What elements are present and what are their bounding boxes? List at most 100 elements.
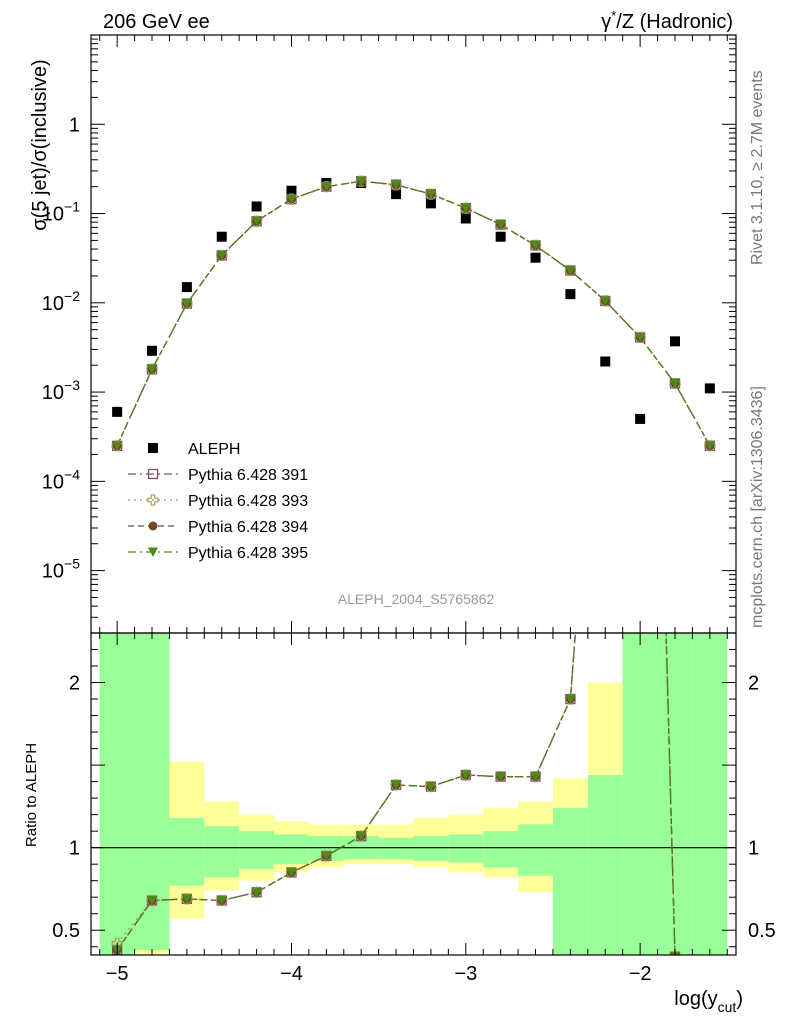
x-tick-label: −4	[280, 963, 303, 985]
stat-uncertainty-band	[518, 824, 553, 876]
x-tick-label: −5	[106, 963, 129, 985]
ratio-point-series-3	[251, 887, 262, 898]
series-line-4	[116, 180, 711, 447]
data-point-series-0	[112, 406, 123, 417]
legend-marker	[147, 468, 159, 480]
main-plot-layer	[111, 175, 716, 452]
data-point-series-0	[530, 252, 541, 263]
ratio-point-series-3	[356, 831, 367, 842]
stat-uncertainty-band	[239, 831, 275, 870]
header-right-label: γ*/Z (Hadronic)	[601, 8, 733, 33]
data-point-series-0	[669, 336, 680, 347]
data-point-series-4	[286, 194, 297, 205]
legend-marker	[148, 443, 158, 453]
data-point-series-4	[565, 266, 576, 276]
stat-uncertainty-band	[692, 633, 728, 955]
ratio-point-series-3	[460, 770, 471, 781]
stat-uncertainty-band	[657, 633, 693, 955]
series-line-2	[116, 180, 711, 447]
stat-uncertainty-band	[587, 775, 623, 955]
data-point-series-0	[147, 345, 158, 356]
analysis-watermark: ALEPH_2004_S5765862	[338, 591, 495, 607]
stat-uncertainty-band	[622, 633, 658, 955]
ratio-line-3	[116, 633, 676, 955]
stat-uncertainty-band	[274, 834, 309, 865]
data-point-series-4	[600, 296, 611, 306]
legend-label: ALEPH	[188, 441, 240, 458]
legend-label: Pythia 6.428 393	[188, 493, 308, 510]
y-tick-label: 10−1	[42, 199, 80, 226]
data-point-series-4	[251, 216, 262, 227]
ratio-y-tick-label-right: 0.5	[748, 920, 776, 942]
data-point-series-0	[251, 201, 262, 212]
ratio-y-tick-label-right: 2	[748, 673, 759, 695]
data-point-series-4	[112, 441, 123, 451]
data-point-series-4	[321, 182, 332, 192]
series-line-3	[116, 180, 711, 447]
data-point-series-4	[495, 220, 506, 230]
data-point-series-0	[495, 231, 506, 242]
data-point-series-0	[600, 356, 611, 367]
data-point-series-0	[181, 282, 192, 293]
data-point-series-0	[635, 413, 646, 424]
legend-label: Pythia 6.428 395	[188, 545, 308, 562]
y-tick-label: 10−2	[42, 288, 80, 315]
data-point-series-0	[460, 213, 471, 224]
ratio-y-tick-label-left: 1	[69, 838, 80, 860]
stat-uncertainty-band	[413, 836, 449, 861]
ratio-y-tick-label-right: 1	[748, 838, 759, 860]
ratio-point-series-3	[391, 780, 402, 790]
data-point-series-0	[565, 289, 576, 300]
series-line-1	[116, 180, 711, 447]
stat-uncertainty-band	[483, 831, 519, 868]
data-point-series-4	[460, 203, 471, 214]
ratio-point-series-3	[321, 851, 332, 861]
legend-marker	[148, 547, 158, 557]
ratio-point-series-3	[286, 867, 297, 878]
data-point-series-4	[356, 176, 367, 187]
data-point-series-0	[286, 185, 297, 196]
y-tick-label: 10−5	[42, 556, 80, 583]
legend-marker	[148, 521, 158, 531]
ratio-point-series-3	[181, 894, 192, 904]
x-tick-label: −2	[629, 963, 652, 985]
legend-label: Pythia 6.428 394	[188, 519, 308, 536]
ratio-point-series-3	[495, 772, 506, 782]
ratio-y-tick-label-left: 2	[69, 673, 80, 695]
axes-layer: −5 −4 −3 −2 1 10−1 10−2 10−3 10−4 10−5 0.5 0.5 1 1 2 2	[42, 34, 776, 985]
x-axis-label: log(ycut)	[674, 988, 743, 1015]
ratio-point-series-3	[565, 694, 576, 705]
y-tick-label: 10−3	[42, 377, 80, 404]
data-point-series-4	[181, 299, 192, 309]
ratio-y-tick-label-left: 0.5	[52, 920, 80, 942]
stat-uncertainty-band	[204, 826, 240, 878]
data-point-series-4	[704, 441, 715, 451]
y-tick-label: 10−4	[42, 466, 80, 493]
data-point-series-4	[669, 378, 680, 389]
stat-uncertainty-band	[448, 834, 484, 863]
ratio-y-axis-label: Ratio to ALEPH	[23, 743, 40, 847]
legend: ALEPH Pythia 6.428 391 Pythia 6.428 393 Pyt…	[128, 441, 308, 562]
ratio-uncertainty-bands	[99, 633, 728, 955]
ratio-point-series-3	[530, 772, 541, 782]
x-tick-label: −3	[454, 963, 477, 985]
y-tick-label: 1	[69, 114, 80, 136]
data-point-series-4	[530, 240, 541, 251]
data-point-series-0	[704, 383, 715, 394]
data-point-series-4	[391, 180, 402, 190]
data-point-series-4	[216, 250, 227, 261]
stat-uncertainty-band	[169, 817, 205, 886]
ratio-plot-layer	[91, 633, 736, 955]
legend-marker	[147, 494, 159, 506]
data-point-series-4	[425, 189, 436, 200]
rivet-version-label: Rivet 3.1.10, ≥ 2.7M events	[749, 70, 766, 265]
data-point-series-0	[216, 231, 227, 242]
stat-uncertainty-band	[552, 808, 588, 955]
ratio-point-series-3	[216, 896, 227, 906]
header-left-label: 206 GeV ee	[103, 11, 210, 33]
ratio-point-series-3	[425, 782, 436, 792]
legend-label: Pythia 6.428 391	[188, 467, 308, 484]
data-point-series-0	[391, 189, 402, 200]
data-point-series-4	[635, 332, 646, 343]
